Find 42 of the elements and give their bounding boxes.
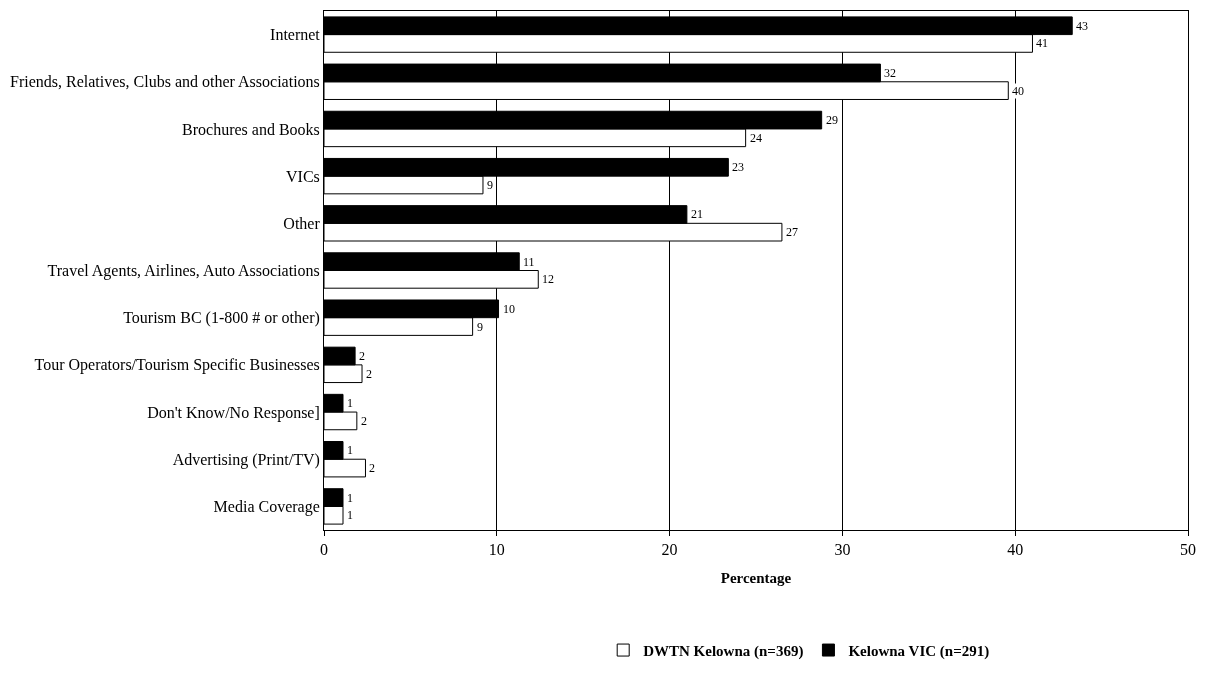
x-tick-label: 40 <box>1007 541 1024 559</box>
y-tick-label: Travel Agents, Airlines, Auto Associations <box>47 262 320 281</box>
data-label: 21 <box>691 207 703 221</box>
legend-label: DWTN Kelowna (n=369) <box>643 642 804 660</box>
data-label: 27 <box>786 225 798 239</box>
data-label: 43 <box>1076 19 1088 33</box>
y-tick-label: Other <box>283 214 321 232</box>
y-tick-label: Internet <box>270 26 321 44</box>
x-tick-label: 30 <box>834 541 851 559</box>
legend-label: Kelowna VIC (n=291) <box>848 642 990 660</box>
data-label: 29 <box>826 113 838 127</box>
data-label: 24 <box>750 131 762 145</box>
x-tick-label: 0 <box>320 541 328 559</box>
x-tick-label: 20 <box>661 541 678 559</box>
data-label: 2 <box>359 349 365 363</box>
data-label: 1 <box>347 443 353 457</box>
data-label: 1 <box>347 491 353 505</box>
y-tick-label: Friends, Relatives, Clubs and other Associations <box>10 73 320 91</box>
data-label: 41 <box>1036 36 1048 50</box>
data-label: 2 <box>361 414 367 428</box>
y-tick-label: VICs <box>286 167 320 185</box>
data-label: 9 <box>487 178 493 192</box>
data-label: 10 <box>503 302 515 316</box>
data-label: 32 <box>884 66 896 80</box>
data-label: 23 <box>732 160 744 174</box>
data-label: 12 <box>542 272 554 286</box>
data-label: 2 <box>369 461 375 475</box>
data-label: 40 <box>1012 84 1024 98</box>
data-label: 1 <box>347 508 353 522</box>
y-tick-label: Tour Operators/Tourism Specific Businesses <box>34 356 320 375</box>
x-tick-label: 10 <box>488 541 505 559</box>
data-label: 2 <box>366 367 372 381</box>
data-label: 9 <box>477 320 483 334</box>
y-tick-label: Media Coverage <box>213 498 320 517</box>
y-tick-label: Don't Know/No Response] <box>147 403 320 422</box>
data-label: 11 <box>523 255 535 269</box>
y-tick-label: Brochures and Books <box>182 120 320 138</box>
x-tick-label: 50 <box>1180 541 1196 559</box>
x-axis-title: Percentage <box>720 570 792 587</box>
y-tick-label: Advertising (Print/TV) <box>172 450 320 469</box>
y-tick-label: Tourism BC (1-800 # or other) <box>123 309 320 328</box>
data-label: 1 <box>347 396 353 410</box>
